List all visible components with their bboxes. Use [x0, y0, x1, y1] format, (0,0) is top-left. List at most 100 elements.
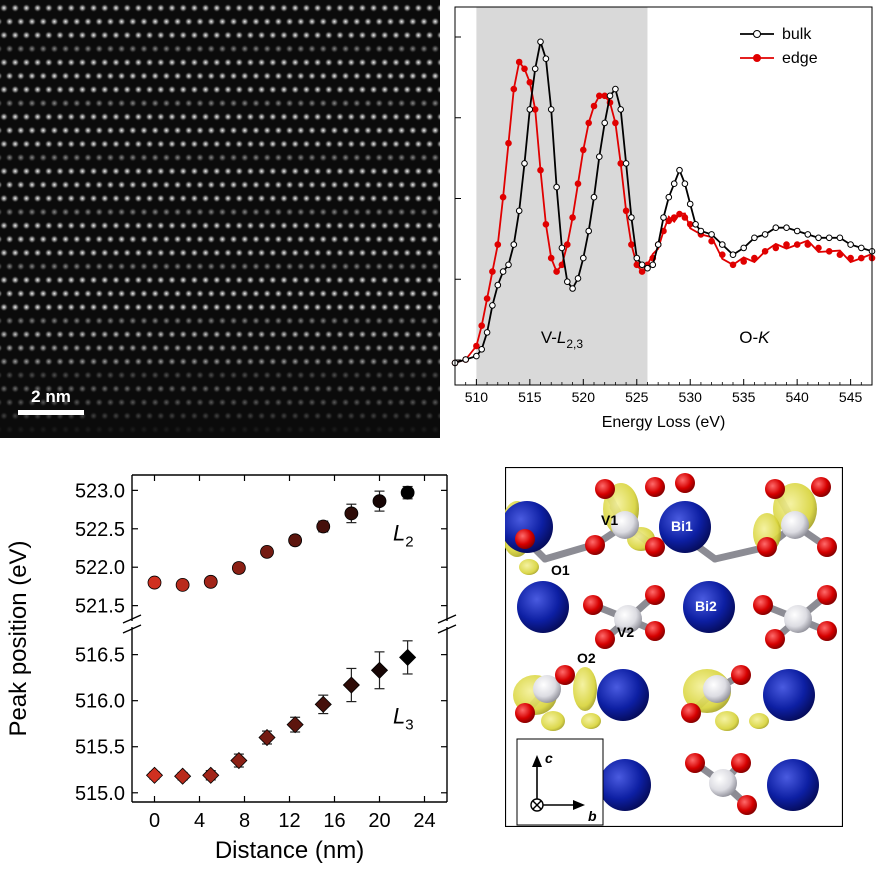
o-atom — [757, 537, 777, 557]
o-atom — [737, 795, 757, 815]
bi-atom — [763, 669, 815, 721]
eels-x-tick-label: 510 — [465, 389, 489, 405]
bulk-data-point — [601, 119, 608, 127]
peak-y-axis-label: Peak position (eV) — [5, 540, 32, 736]
stem-atomic-lattice — [0, 0, 445, 448]
axis-break-mark — [122, 624, 142, 634]
scalebar-line — [18, 410, 84, 415]
edge-data-point — [729, 261, 737, 269]
edge-data-point — [783, 241, 790, 248]
l3-data-point — [230, 751, 248, 770]
bulk-data-point — [793, 227, 801, 235]
l2-data-point — [400, 485, 415, 500]
bulk-data-point — [783, 224, 790, 231]
o-atom — [645, 537, 665, 557]
edge-data-point — [521, 65, 528, 73]
bulk-data-point — [537, 38, 544, 46]
l3-data-point — [342, 676, 360, 694]
v-atom — [611, 511, 639, 539]
axis-inset: c b — [516, 738, 604, 826]
edge-data-point — [825, 248, 833, 255]
peak-position-chart: 0 4 8 12 16 20 24 521.5 522.0 522.5 523.0 515.0 515.… — [5, 474, 457, 864]
eels-x-tick-label: 535 — [732, 389, 756, 405]
bulk-data-point — [585, 227, 592, 235]
o-atom — [817, 537, 837, 557]
peak-x-tick-label: 24 — [413, 810, 435, 832]
orbital-isosurface — [715, 711, 739, 731]
edge-data-point — [580, 146, 587, 154]
o-atom — [645, 477, 665, 497]
bi-atom — [767, 759, 819, 811]
edge-data-point — [526, 79, 534, 86]
bulk-data-point — [596, 153, 603, 160]
edge-data-point — [719, 251, 726, 258]
peak-x-tick-label: 20 — [368, 810, 390, 832]
l2-data-point — [344, 506, 359, 521]
edge-data-point — [473, 342, 480, 350]
eels-spectrum-panel: 510 515 520 525 530 535 540 545 Energy Loss (eV… — [440, 0, 880, 450]
edge-data-point — [804, 241, 812, 248]
bulk-data-point — [644, 264, 651, 272]
bulk-data-point — [825, 234, 833, 242]
o-atom — [681, 703, 701, 723]
eels-x-tick-label: 515 — [518, 389, 542, 405]
bulk-data-point — [531, 65, 539, 73]
bulk-data-point — [633, 254, 641, 262]
edge-data-point — [596, 92, 603, 100]
crystal-structure-panel: V1 V2 Bi1 Bi2 O1 O2 c b — [501, 466, 844, 828]
edge-data-point — [612, 119, 619, 127]
bulk-data-point — [804, 231, 812, 238]
o-atom — [811, 477, 831, 497]
peak-x-axis-label: Distance (nm) — [215, 837, 364, 864]
eels-x-tick-label: 545 — [839, 389, 863, 405]
axis-break-mark — [122, 614, 142, 624]
edge-data-point — [553, 268, 560, 275]
edge-data-point — [510, 85, 518, 93]
orbital-isosurface — [573, 667, 597, 711]
o2-atom-label: O2 — [577, 650, 596, 666]
bulk-data-point — [681, 180, 689, 187]
bulk-data-point — [505, 261, 512, 269]
bulk-data-point — [740, 244, 748, 252]
l2-data-point — [288, 533, 303, 548]
peak-x-tick-label: 0 — [149, 810, 160, 832]
bi-atom — [517, 581, 569, 633]
edge-data-point — [686, 221, 694, 228]
l2-data-point — [231, 561, 246, 575]
edge-legend-marker — [753, 54, 761, 62]
eels-chart: 510 515 520 525 530 535 540 545 Energy Loss (eV… — [451, 6, 876, 431]
orbital-isosurface — [519, 559, 539, 575]
edge-data-point — [547, 254, 555, 262]
o-k-region-label: O-K — [739, 328, 770, 347]
bulk-data-point — [617, 106, 624, 113]
edge-data-point — [847, 254, 854, 262]
eels-x-axis-label: Energy Loss (eV) — [602, 414, 726, 431]
axis-c-label: c — [545, 750, 553, 766]
edge-data-point — [628, 241, 635, 248]
peak-y-tick-label: 523.0 — [75, 480, 125, 502]
scalebar: 2 nm — [18, 388, 84, 416]
edge-data-point — [585, 119, 592, 127]
edge-data-point — [761, 248, 769, 255]
eels-x-tick-label: 525 — [625, 389, 649, 405]
eels-x-tick-label: 530 — [679, 389, 703, 405]
bi2-atom-label: Bi2 — [695, 598, 717, 614]
bulk-data-point — [574, 275, 582, 282]
bulk-legend-marker — [753, 30, 761, 38]
o-atom — [585, 535, 605, 555]
bulk-data-point — [553, 183, 560, 191]
v-atom — [781, 511, 809, 539]
bulk-data-point — [836, 234, 844, 242]
bulk-data-point — [697, 227, 705, 235]
eels-plot-frame — [454, 6, 873, 386]
bulk-data-point — [729, 251, 737, 258]
v-atom — [533, 675, 561, 703]
bi-atom — [659, 501, 711, 553]
bulk-data-point — [483, 329, 491, 336]
peak-y-tick-label: 516.5 — [75, 645, 125, 667]
bi1-atom-label: Bi1 — [671, 518, 693, 534]
edge-legend-label: edge — [782, 50, 818, 67]
o-atom — [753, 595, 773, 615]
bulk-data-point — [515, 207, 523, 215]
bulk-data-point — [708, 231, 715, 238]
